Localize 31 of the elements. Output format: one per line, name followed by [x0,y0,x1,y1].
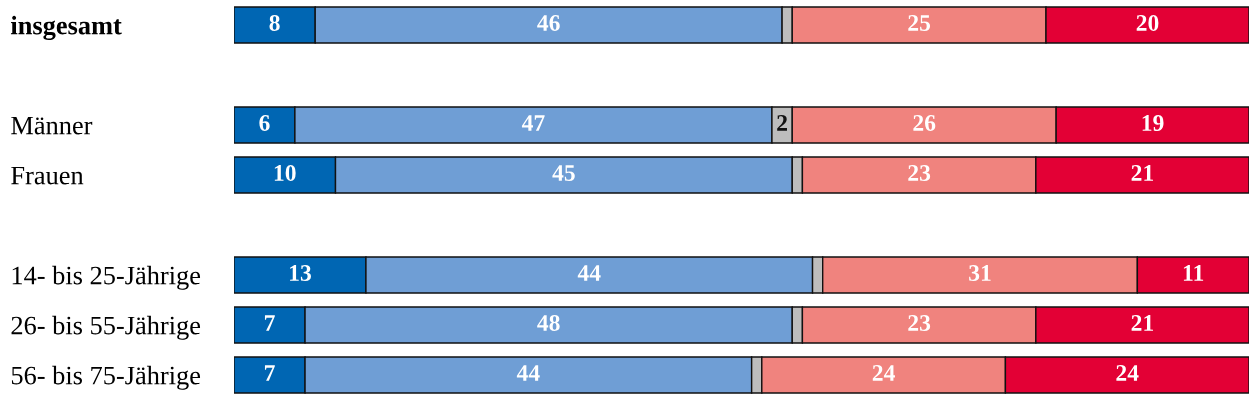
data-label: 24 [1116,365,1139,381]
data-label: 11 [1183,265,1204,281]
y-tick-label: insgesamt [10,15,122,40]
data-label: 6 [259,115,270,131]
data-label: 25 [908,15,931,31]
data-label: 26 [913,115,936,131]
data-label: 21 [1131,165,1154,181]
y-tick-label: Frauen [11,166,84,185]
data-label: 47 [521,115,545,131]
y-tick-label: Männer [11,116,93,135]
data-label: 13 [290,265,311,281]
data-label: 8 [269,14,280,31]
data-label: 2 [777,115,787,131]
data-label: 21 [1131,315,1154,331]
data-label: 46 [537,15,560,31]
data-label: 48 [537,314,560,331]
data-label: 44 [577,265,601,281]
data-label: 7 [264,365,275,381]
data-label: 20 [1136,14,1159,31]
data-label: 23 [908,315,931,331]
data-label: 19 [1142,115,1164,131]
data-label: 44 [516,365,540,381]
data-label: 31 [969,265,991,281]
data-label: 10 [274,164,296,181]
data-label: 23 [908,165,931,181]
y-tick-label: 14- bis 25-Jährige [12,265,201,290]
data-label: 24 [872,365,895,381]
data-label: 45 [552,165,575,181]
y-tick-label: 56- bis 75-Jährige [11,365,201,390]
y-tick-label: 26- bis 55-Jährige [11,315,201,340]
data-label: 7 [264,315,275,331]
